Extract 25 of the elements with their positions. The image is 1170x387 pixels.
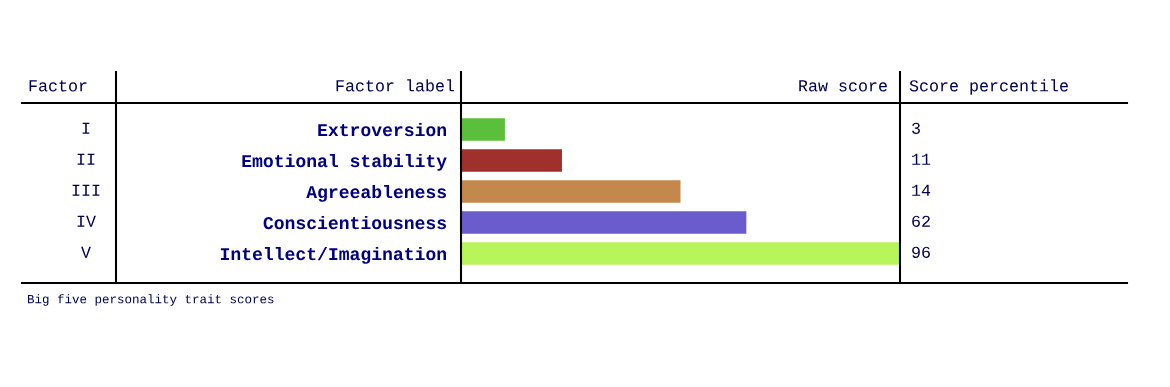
text: IV: [77, 215, 96, 227]
y2-axis-title: Score percentile: [909, 79, 1068, 95]
bar: [461, 149, 562, 172]
text: 11: [912, 153, 931, 165]
y-tick-label: Intellect/Imagination: [220, 246, 446, 264]
bar: [461, 180, 681, 203]
bar: [461, 211, 747, 234]
y-tick-label: Agreeableness: [306, 184, 446, 202]
y-tick-label: Emotional stability: [242, 153, 447, 171]
text: 96: [912, 246, 930, 258]
text: III: [72, 184, 100, 196]
text: I: [82, 122, 90, 134]
text: 14: [912, 184, 931, 196]
bar: [461, 118, 505, 141]
y-tick-label: Extroversion: [318, 122, 446, 137]
text: II: [77, 153, 95, 165]
text: 62: [912, 215, 930, 227]
y-tick-label: Conscientiousness: [263, 215, 446, 230]
text: 3: [912, 122, 920, 134]
bar: [461, 242, 900, 265]
text: Big five personality trait scores: [27, 294, 274, 306]
text: Factor: [29, 80, 87, 92]
text: V: [81, 246, 91, 258]
y-axis-title: Factor label: [336, 79, 455, 92]
x-axis-title: Raw score: [799, 80, 887, 92]
